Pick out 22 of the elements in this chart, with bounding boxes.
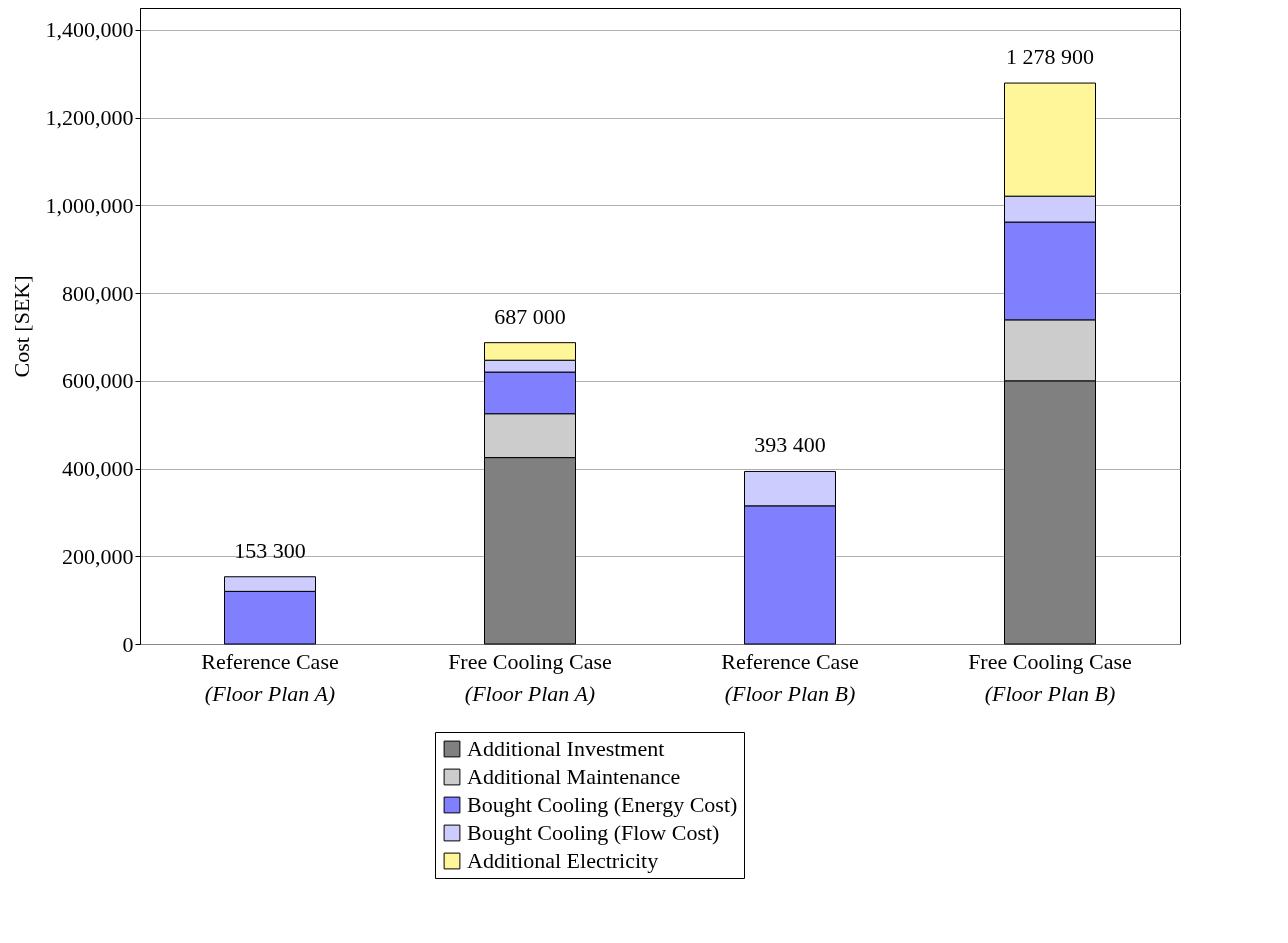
legend-label: Bought Cooling (Energy Cost) — [467, 792, 738, 817]
total-label: 687 000 — [494, 303, 566, 329]
category-label: Free Cooling Case (Floor Plan B) — [968, 649, 1132, 706]
total-label: 393 400 — [754, 432, 826, 458]
y-tick-label: 1,400,000 — [45, 17, 134, 43]
legend-label: Additional Electricity — [467, 848, 659, 873]
category-label: Free Cooling Case (Floor Plan A) — [448, 649, 612, 706]
y-axis-title: Cost [SEK] — [8, 275, 34, 378]
category-label: Reference Case (Floor Plan A) — [201, 649, 339, 706]
total-label: 153 300 — [234, 537, 306, 563]
total-label: 1 278 900 — [1006, 44, 1094, 70]
legend-label: Additional Maintenance — [467, 764, 681, 789]
y-tick-label: 400,000 — [62, 456, 134, 482]
y-tick-label: 600,000 — [62, 368, 134, 394]
legend-label: Additional Investment — [467, 736, 665, 761]
legend-label: Bought Cooling (Flow Cost) — [467, 820, 720, 845]
category-label: Reference Case (Floor Plan B) — [721, 649, 859, 706]
y-tick-label: 800,000 — [62, 280, 134, 306]
y-tick-label: 0 — [122, 631, 134, 657]
y-tick-label: 200,000 — [62, 543, 134, 569]
y-tick-label: 1,000,000 — [45, 192, 134, 218]
y-tick-label: 1,200,000 — [45, 105, 134, 131]
